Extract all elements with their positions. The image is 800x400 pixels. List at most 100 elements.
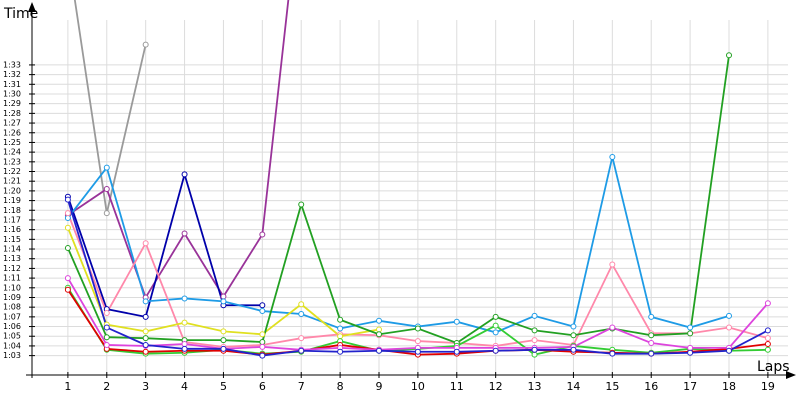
x-tick-label: 9: [376, 380, 383, 393]
y-tick-label: 1:13: [3, 254, 21, 263]
y-tick-label: 1:26: [3, 128, 21, 137]
data-point: [414, 348, 421, 355]
y-tick-label: 1:29: [3, 99, 21, 108]
y-tick-label: 1:16: [3, 225, 21, 234]
data-point: [64, 245, 71, 252]
data-point: [103, 324, 110, 331]
data-point: [220, 328, 227, 335]
y-axis-arrow: [28, 2, 36, 12]
data-point: [64, 224, 71, 231]
data-point: [298, 201, 305, 208]
y-tick-label: 1:10: [3, 283, 21, 292]
data-point: [570, 332, 577, 339]
y-tick-label: 1:25: [3, 138, 21, 147]
y-tick-label: 1:24: [3, 148, 21, 157]
data-point: [259, 331, 266, 338]
x-tick-label: 1: [64, 380, 71, 393]
y-tick-label: 1:15: [3, 235, 21, 244]
y-tick-label: 1:08: [3, 303, 21, 312]
x-tick-label: 18: [722, 380, 736, 393]
x-tick-label: 16: [644, 380, 658, 393]
data-point: [259, 352, 266, 359]
data-point: [64, 286, 71, 293]
x-tick-label: 2: [103, 380, 110, 393]
x-tick-label: 19: [761, 380, 775, 393]
y-tick-label: 1:22: [3, 167, 21, 176]
data-point: [648, 350, 655, 357]
data-point: [414, 338, 421, 345]
data-point: [64, 215, 71, 222]
y-tick-label: 1:27: [3, 119, 21, 128]
data-point: [337, 348, 344, 355]
data-point: [648, 332, 655, 339]
data-point: [726, 324, 732, 331]
data-point: [142, 313, 149, 320]
data-point: [142, 341, 149, 348]
data-point: [764, 327, 771, 334]
data-point: [220, 337, 227, 344]
x-tick-label: 12: [489, 380, 503, 393]
data-point: [764, 335, 771, 342]
data-point: [453, 318, 460, 325]
data-point: [764, 340, 771, 347]
x-tick-label: 17: [683, 380, 697, 393]
data-point: [64, 210, 71, 217]
x-tick-label: 11: [450, 380, 464, 393]
y-tick-label: 1:19: [3, 196, 21, 205]
data-point: [492, 347, 499, 354]
data-point: [298, 335, 305, 342]
data-point: [181, 171, 188, 178]
data-point: [220, 345, 227, 352]
data-point: [181, 345, 188, 352]
y-tick-label: 1:32: [3, 70, 21, 79]
data-point: [414, 325, 421, 332]
data-point: [376, 317, 382, 324]
data-point: [453, 348, 460, 355]
data-point: [764, 300, 771, 307]
x-axis-title: Laps: [757, 359, 790, 375]
y-tick-label: 1:28: [3, 109, 21, 118]
data-point: [181, 340, 188, 347]
data-point: [103, 341, 110, 348]
y-tick-label: 1:04: [3, 341, 21, 350]
y-tick-label: 1:21: [3, 177, 21, 186]
plot-area: [64, 0, 771, 359]
data-point: [298, 301, 305, 308]
x-tick-label: 8: [337, 380, 344, 393]
data-point: [181, 230, 188, 237]
data-point: [609, 153, 616, 160]
data-point: [687, 344, 694, 351]
y-tick-label: 1:33: [3, 60, 21, 69]
data-point: [337, 316, 344, 323]
data-point: [142, 41, 149, 48]
tick-labels: 1:031:041:051:061:071:081:091:101:111:12…: [3, 60, 775, 393]
data-point: [103, 185, 110, 192]
data-point: [492, 329, 499, 336]
data-point: [531, 327, 538, 334]
data-point: [181, 319, 188, 326]
x-tick-label: 6: [259, 380, 266, 393]
y-axis-title: Time: [3, 6, 38, 22]
data-point: [687, 349, 694, 356]
data-point: [142, 240, 149, 247]
data-point: [531, 351, 538, 358]
y-tick-label: 1:12: [3, 264, 21, 273]
y-tick-label: 1:07: [3, 312, 21, 321]
y-tick-label: 1:03: [3, 351, 21, 360]
data-point: [103, 334, 110, 341]
data-point: [142, 348, 149, 355]
data-point: [298, 310, 305, 317]
data-point: [220, 293, 227, 300]
data-point: [687, 330, 694, 337]
data-point: [64, 196, 71, 203]
data-point: [103, 210, 110, 217]
data-point: [142, 335, 149, 342]
data-point: [764, 346, 771, 353]
data-point: [570, 346, 577, 353]
data-point: [726, 312, 732, 319]
data-point: [531, 337, 538, 344]
data-point: [142, 328, 149, 335]
x-tick-label: 14: [566, 380, 580, 393]
